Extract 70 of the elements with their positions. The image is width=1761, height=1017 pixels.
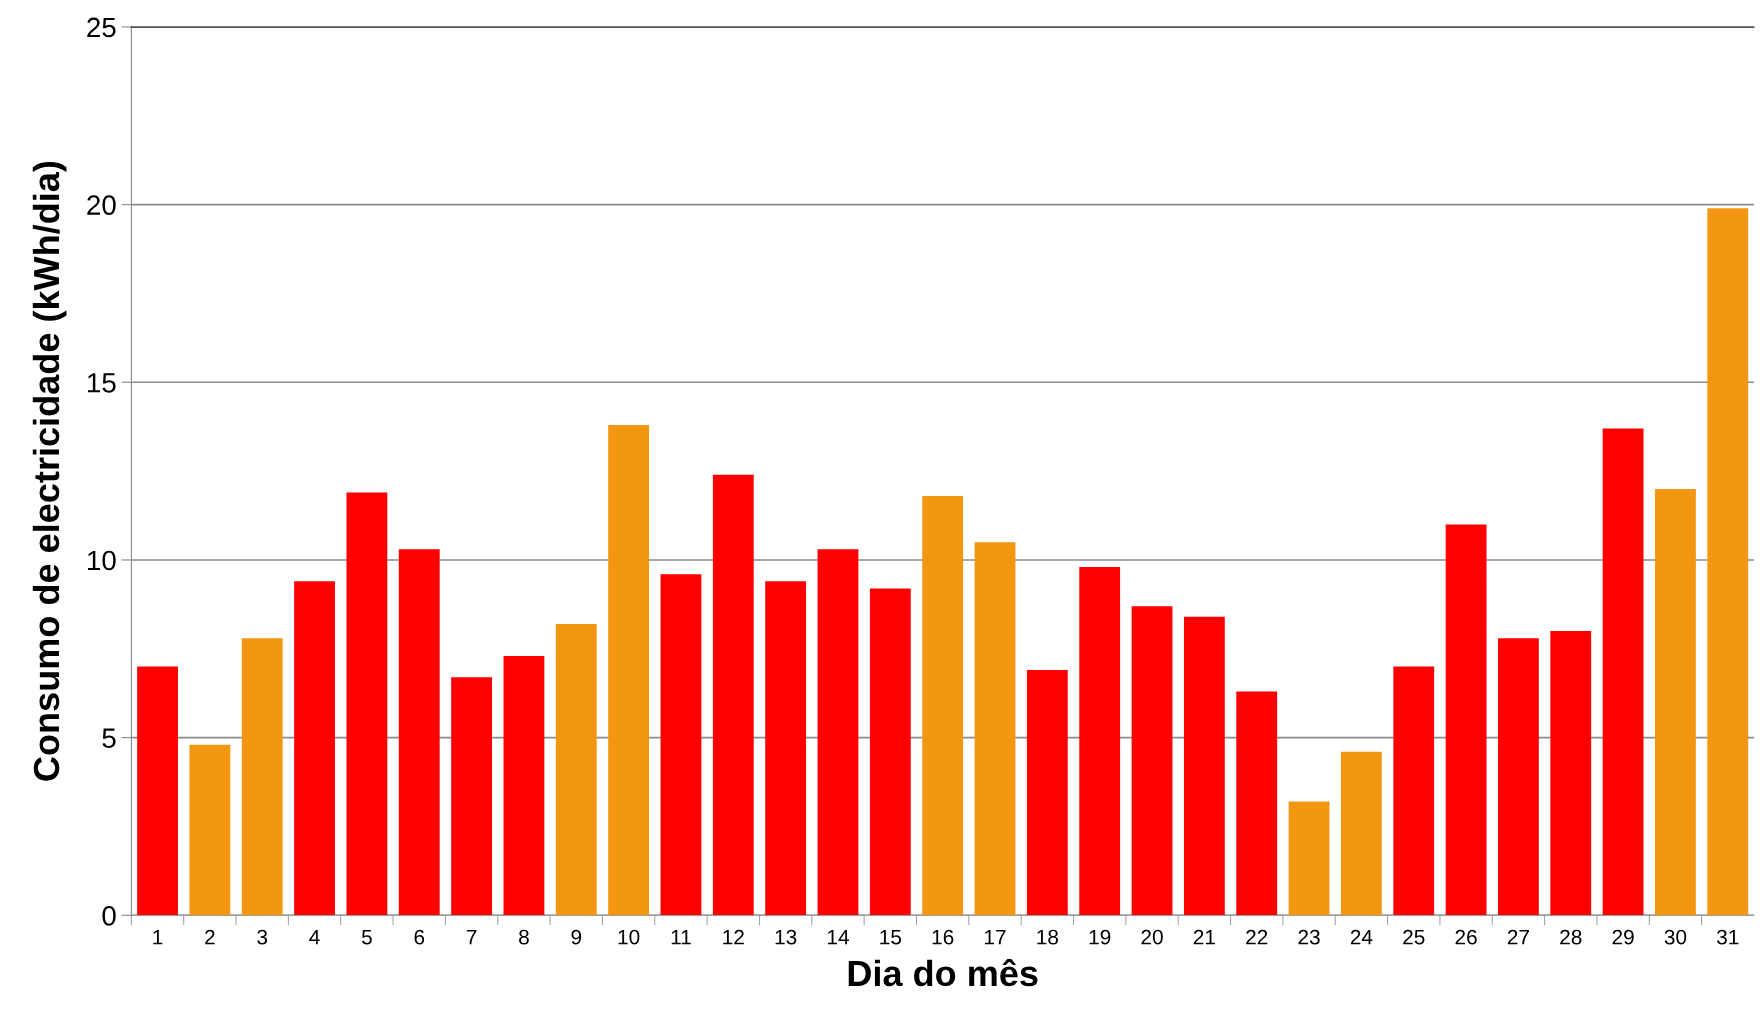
bar (922, 496, 964, 916)
x-tick-label: 22 (1246, 929, 1268, 945)
bar (712, 474, 754, 916)
x-tick-label: 24 (1350, 929, 1373, 945)
y-axis-title: Consumo de electricidade (kWh/dia) (32, 161, 67, 781)
y-tick-label: 15 (88, 373, 116, 393)
x-tick-label: 30 (1664, 929, 1687, 945)
x-tick-label: 13 (775, 929, 797, 945)
bar (1498, 638, 1539, 916)
x-tick-label: 11 (671, 929, 691, 945)
x-tick-label: 31 (1716, 929, 1739, 945)
x-tick-label: 12 (723, 929, 744, 945)
y-tick-label: 10 (88, 550, 116, 571)
bar (346, 492, 388, 916)
y-tick-label: 0 (102, 905, 116, 926)
x-tick-label: 23 (1298, 929, 1320, 945)
bar (189, 744, 231, 916)
x-tick-label: 1 (153, 929, 163, 945)
bar (1026, 670, 1068, 916)
x-tick-label: 2 (205, 929, 215, 945)
y-tick-label: 5 (102, 728, 116, 748)
y-tick-label: 20 (87, 195, 116, 215)
x-tick-label: 3 (257, 929, 268, 945)
bar (1707, 208, 1749, 916)
x-tick-label: 16 (932, 929, 954, 945)
bar (1131, 606, 1173, 916)
x-tick-label: 20 (1141, 929, 1163, 945)
bar (1340, 751, 1382, 916)
bar (660, 574, 702, 916)
bar (1445, 524, 1487, 916)
x-tick-label: 5 (361, 929, 372, 945)
x-axis-title: Dia do mês (848, 958, 1038, 987)
bar (1288, 801, 1330, 916)
x-tick-label: 6 (414, 929, 425, 945)
bar (398, 549, 440, 916)
bar (1079, 567, 1121, 916)
bar (1602, 428, 1644, 916)
bar (1236, 691, 1278, 916)
bar (869, 588, 911, 916)
x-tick-label: 26 (1455, 929, 1477, 945)
x-tick-label: 28 (1560, 929, 1582, 945)
x-tick-label: 27 (1507, 929, 1529, 945)
x-tick-label: 29 (1612, 929, 1634, 945)
bar (1393, 666, 1435, 916)
bar (608, 424, 650, 916)
x-tick-label: 18 (1037, 929, 1059, 945)
bar (555, 623, 597, 916)
x-tick-label: 7 (466, 929, 477, 945)
bar (451, 677, 492, 916)
x-tick-label: 19 (1089, 929, 1111, 945)
bar (1655, 488, 1696, 916)
x-tick-label: 14 (827, 929, 849, 945)
bar (294, 581, 335, 916)
x-tick-label: 21 (1193, 929, 1215, 945)
x-tick-label: 25 (1403, 929, 1425, 945)
bar (503, 655, 545, 916)
x-tick-label: 8 (519, 929, 529, 945)
bar (817, 549, 859, 916)
bar (765, 581, 807, 916)
y-tick-label: 25 (87, 17, 116, 38)
x-tick-label: 9 (571, 929, 582, 945)
x-tick-label: 4 (309, 929, 320, 945)
bar (241, 638, 283, 916)
bar (1183, 616, 1225, 916)
bar (137, 666, 178, 916)
x-tick-label: 10 (618, 929, 640, 945)
x-tick-label: 17 (985, 929, 1006, 945)
x-tick-label: 15 (880, 929, 902, 945)
bar (1550, 631, 1592, 916)
bar (974, 542, 1016, 916)
